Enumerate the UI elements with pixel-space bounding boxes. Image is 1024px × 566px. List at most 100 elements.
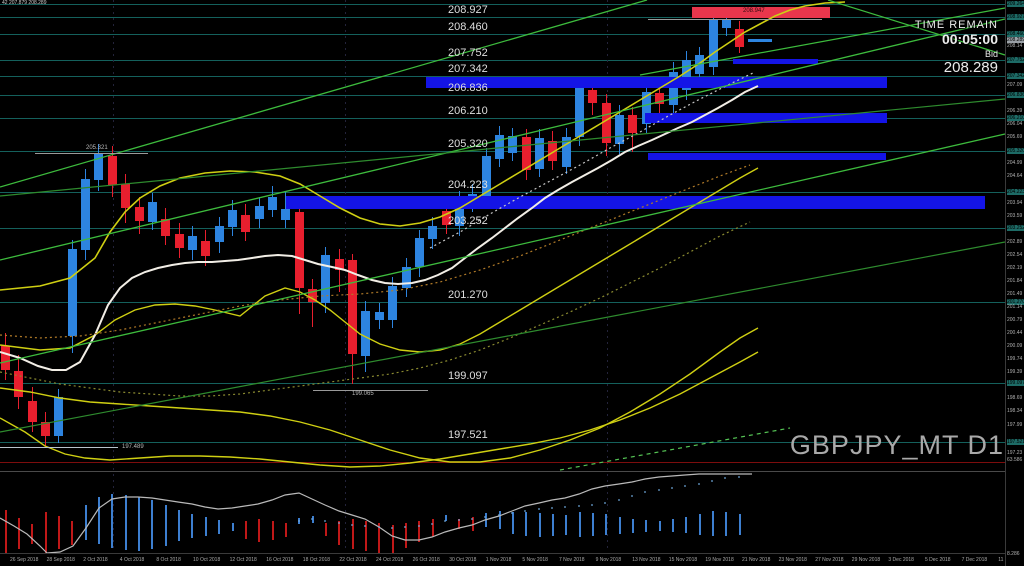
axis-tick: 200.79 [1007, 317, 1023, 324]
candlestick [27, 401, 37, 423]
chart-watermark: GBPJPY_MT D1 [789, 430, 1004, 460]
date-label: 5 Dec 2018 [925, 557, 951, 563]
indicator-bar [178, 510, 181, 541]
date-label: 1 Nov 2018 [485, 557, 512, 563]
indicator-bar [471, 517, 474, 531]
indicator-bar [231, 523, 234, 531]
price-level-label: 206.210 [448, 104, 488, 117]
candlestick [254, 205, 264, 219]
candlestick [628, 115, 638, 134]
zone-price-label: 208.947 [743, 8, 765, 15]
price-gridline [0, 60, 1005, 62]
indicator-bar [164, 505, 167, 546]
axis-tick: 205.69 [1007, 134, 1023, 141]
date-label: 21 Nov 2018 [742, 557, 771, 563]
price-level-label: 207.342 [448, 62, 488, 75]
axis-tick: 206.04 [1007, 121, 1023, 128]
indicator-bar [738, 514, 741, 535]
candlestick [294, 211, 304, 288]
time-remain-box: TIME REMAIN 00:05:00 Bid 208.289 [915, 19, 998, 76]
time-axis[interactable]: 26 Sep 2018 28 Sep 2018 2 Oct 2018 4 Oct 20… [0, 553, 1024, 566]
axis-tick: 200.44 [1007, 330, 1023, 337]
axis-tick: 197.23 [1007, 449, 1023, 456]
price-level-label: 203.252 [448, 215, 488, 228]
axis-tick-level: 199.097 [1007, 380, 1024, 387]
axis-tick: 202.19 [1007, 264, 1023, 271]
candlestick [67, 248, 77, 337]
price-gridline [0, 33, 1005, 35]
candlestick [695, 54, 705, 74]
candlestick [548, 140, 558, 162]
candlestick [94, 152, 104, 180]
indicator-bar [578, 512, 581, 537]
axis-tick-level: 204.223 [1007, 189, 1024, 196]
marker-label: 205.321 [86, 145, 108, 151]
indicator-bar [191, 514, 194, 538]
candle-wick [312, 278, 314, 328]
indicator-bar [445, 515, 448, 521]
date-label: 15 Nov 2018 [668, 557, 698, 563]
axis-tick-level: 206.836 [1007, 91, 1024, 98]
indicator-bar [458, 519, 461, 529]
indicator-bar [324, 523, 327, 536]
marker-line [648, 19, 822, 20]
indicator-bar [124, 495, 127, 550]
support-zone [733, 58, 818, 64]
date-label: 26 Oct 2018 [412, 557, 440, 563]
axis-tick-level: 206.210 [1007, 114, 1024, 121]
indicator-bar [84, 505, 87, 540]
candlestick [401, 267, 411, 288]
date-label: 4 Oct 2018 [119, 557, 145, 563]
candlestick [428, 226, 438, 240]
price-axis[interactable]: 209.264 208.927 208.460 207.752 207.342 206.8… [1005, 0, 1024, 566]
date-label: 16 Oct 2018 [266, 557, 294, 563]
axis-tick: 201.14 [1007, 304, 1023, 311]
price-gridline [0, 302, 1005, 304]
indicator-bar [44, 512, 47, 553]
price-level-label: 208.460 [448, 20, 488, 33]
candlestick [521, 136, 531, 170]
indicator-bar [431, 519, 434, 537]
axis-tick: 197.99 [1007, 421, 1023, 428]
indicator-bar [4, 510, 7, 553]
candlestick [481, 156, 491, 199]
price-level-label: 207.752 [448, 47, 488, 60]
axis-tick: 201.84 [1007, 277, 1023, 284]
price-level-label: 204.223 [448, 179, 488, 192]
indicator-bar [365, 521, 367, 551]
current-price-marker [748, 39, 772, 43]
axis-tick: 203.94 [1007, 199, 1023, 206]
candlestick [187, 235, 197, 250]
axis-tick: 206.39 [1007, 108, 1023, 115]
marker-label: 199.065 [352, 391, 374, 397]
candlestick [588, 90, 598, 104]
price-gridline [0, 94, 1005, 96]
axis-tick-level: 197.521 [1007, 439, 1024, 445]
date-label: 10 Oct 2018 [193, 557, 221, 563]
indicator-bar [338, 521, 341, 545]
axis-tick-level: 208.460 [1007, 30, 1024, 37]
panel-separator[interactable] [0, 471, 1024, 472]
candlestick [601, 103, 611, 143]
axis-tick-level: 207.342 [1007, 72, 1024, 79]
axis-tick-level: 201.270 [1007, 299, 1024, 306]
axis-tick-level: 207.752 [1007, 57, 1024, 64]
indicator-bar [151, 500, 154, 549]
date-label: 18 Oct 2018 [302, 557, 331, 563]
candlestick [494, 135, 504, 159]
date-label: 24 Oct 2018 [376, 557, 404, 563]
price-gridline [0, 228, 1005, 230]
date-label: 30 Oct 2018 [449, 557, 477, 563]
axis-tick: 204.99 [1007, 160, 1023, 167]
axis-tick-level: 208.927 [1007, 13, 1024, 20]
indicator-bar [658, 521, 661, 531]
candlestick [321, 254, 331, 303]
axis-tick: 208.14 [1007, 42, 1023, 49]
price-gridline [0, 192, 1005, 194]
indicator-bar [725, 512, 728, 536]
date-label: 28 Sep 2018 [46, 557, 75, 563]
indicator-bar [378, 523, 381, 553]
candlestick [508, 136, 518, 153]
axis-tick-level: 209.264 [1007, 0, 1024, 7]
